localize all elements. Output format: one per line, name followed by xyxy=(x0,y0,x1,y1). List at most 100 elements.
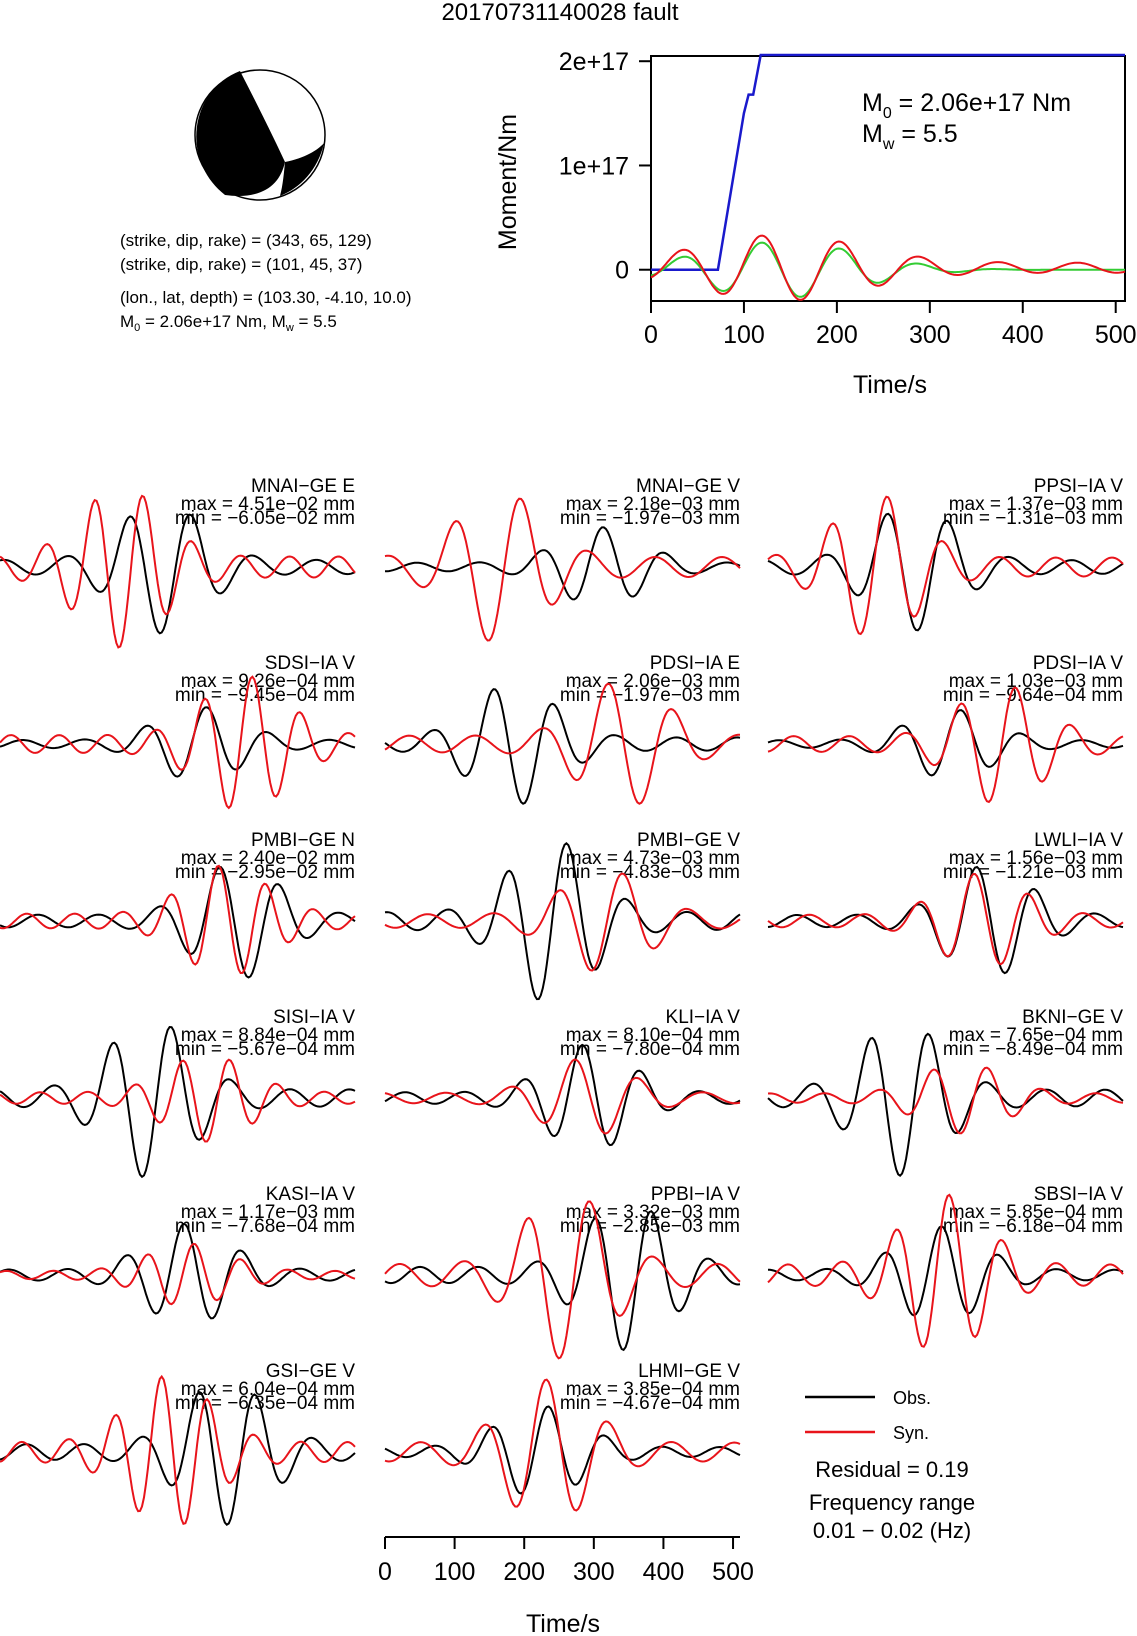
observed-trace xyxy=(384,1405,741,1495)
observed-trace xyxy=(0,1390,356,1527)
amplitude-max: max = 7.65e−04 mm xyxy=(949,1025,1123,1046)
moment-rate-fit-line xyxy=(650,241,1125,298)
amplitude-min: min = −1.31e−03 mm xyxy=(943,508,1123,529)
amplitude-min: min = −1.97e−03 mm xyxy=(560,685,740,706)
synthetic-trace xyxy=(384,1200,741,1360)
station-name: PDSI−IA E xyxy=(650,653,740,674)
amplitude-max: max = 2.18e−03 mm xyxy=(566,494,740,515)
amplitude-max: max = 8.10e−04 mm xyxy=(566,1025,740,1046)
amplitude-max: max = 1.03e−03 mm xyxy=(949,671,1123,692)
synthetic-trace xyxy=(767,1193,1124,1348)
station-name: KLI−IA V xyxy=(666,1007,741,1028)
observed-trace xyxy=(384,841,741,1001)
moment-m0-annotation: M0 = 2.06e+17 Nm xyxy=(862,89,1071,122)
amplitude-max: max = 3.85e−04 mm xyxy=(566,1379,740,1400)
moment-y-tick-label: 2e+17 xyxy=(559,48,629,76)
waveform-x-tick-label: 100 xyxy=(434,1558,476,1586)
legend-obs-label: Obs. xyxy=(893,1388,931,1408)
station-name: LHMI−GE V xyxy=(638,1361,740,1382)
station-name: BKNI−GE V xyxy=(1022,1007,1123,1028)
station-name: SBSI−IA V xyxy=(1034,1184,1124,1205)
station-name: PDSI−IA V xyxy=(1033,653,1124,674)
legend-syn-label: Syn. xyxy=(893,1423,929,1443)
synthetic-trace xyxy=(0,1374,356,1526)
amplitude-max: max = 2.06e−03 mm xyxy=(566,671,740,692)
waveform-x-label: Time/s xyxy=(526,1610,600,1636)
amplitude-max: max = 9.26e−04 mm xyxy=(181,671,355,692)
moment-function-line xyxy=(651,53,1125,271)
residual-text: Residual = 0.19 xyxy=(815,1457,969,1482)
synthetic-trace xyxy=(384,682,740,805)
station-name: GSI−GE V xyxy=(266,1361,356,1382)
moment-y-tick-label: 1e+17 xyxy=(559,152,629,180)
station-name: LWLI−IA V xyxy=(1034,830,1123,851)
synthetic-trace xyxy=(384,872,741,972)
synthetic-trace xyxy=(0,675,356,810)
waveform-x-tick-label: 300 xyxy=(573,1558,615,1586)
observed-trace xyxy=(0,1025,356,1179)
moment-x-axis: 0 100 200 300 400 500 xyxy=(644,301,1137,349)
moment-x-label: Time/s xyxy=(853,371,927,399)
amplitude-min: min = −8.49e−04 mm xyxy=(943,1039,1123,1060)
synthetic-trace xyxy=(0,1058,356,1143)
observed-trace xyxy=(385,526,741,601)
amplitude-min: min = −2.85e−03 mm xyxy=(560,1216,740,1237)
waveform-x-tick-label: 200 xyxy=(503,1558,545,1586)
figure-title: 20170731140028 fault xyxy=(441,0,678,26)
station-name: MNAI−GE E xyxy=(251,476,355,497)
location-line: (lon., lat, depth) = (103.30, -4.10, 10.… xyxy=(120,288,412,307)
waveform-time-axis: 0 100 200 300 400 500 xyxy=(378,1536,754,1586)
observed-trace xyxy=(384,688,741,805)
station-name: PPBI−IA V xyxy=(651,1184,741,1205)
observed-trace xyxy=(0,706,356,778)
amplitude-min: min = −6.05e−02 mm xyxy=(175,508,355,529)
station-name: PMBI−GE V xyxy=(637,830,740,851)
moment-x-tick-label: 100 xyxy=(723,321,765,349)
observed-trace xyxy=(384,1209,741,1352)
amplitude-max: max = 2.40e−02 mm xyxy=(181,848,355,869)
amplitude-min: min = −4.83e−03 mm xyxy=(560,862,740,883)
moment-x-tick-label: 400 xyxy=(1002,321,1044,349)
moment-y-tick-label: 0 xyxy=(615,257,629,285)
station-name: SDSI−IA V xyxy=(265,653,356,674)
magnitude-line: M0 = 2.06e+17 Nm, Mw = 5.5 xyxy=(120,312,337,334)
beachball-icon xyxy=(194,69,326,201)
frequency-range: 0.01 − 0.02 (Hz) xyxy=(813,1518,971,1543)
frequency-label: Frequency range xyxy=(809,1490,975,1515)
station-name: PPSI−IA V xyxy=(1034,476,1124,497)
amplitude-min: min = −1.21e−03 mm xyxy=(943,862,1123,883)
observed-trace xyxy=(767,1032,1124,1178)
nodal-plane-2: (strike, dip, rake) = (101, 45, 37) xyxy=(120,255,362,274)
observed-trace xyxy=(0,513,356,635)
synthetic-trace xyxy=(0,864,356,975)
moment-curves xyxy=(650,53,1126,301)
amplitude-min: min = −6.35e−04 mm xyxy=(175,1393,355,1414)
moment-x-tick-label: 200 xyxy=(816,321,858,349)
waveform-x-tick-label: 400 xyxy=(643,1558,685,1586)
amplitude-max: max = 4.73e−03 mm xyxy=(566,848,740,869)
station-name: PMBI−GE N xyxy=(251,830,355,851)
amplitude-min: min = −5.67e−04 mm xyxy=(175,1039,355,1060)
legend: Obs. Syn. Residual = 0.19 Frequency rang… xyxy=(805,1388,975,1543)
amplitude-min: min = −7.80e−04 mm xyxy=(560,1039,740,1060)
amplitude-min: min = −7.68e−04 mm xyxy=(175,1216,355,1237)
amplitude-max: max = 8.84e−04 mm xyxy=(181,1025,355,1046)
station-name: MNAI−GE V xyxy=(636,476,740,497)
amplitude-max: max = 1.17e−03 mm xyxy=(181,1202,355,1223)
moment-x-tick-label: 300 xyxy=(909,321,951,349)
amplitude-min: min = −9.45e−04 mm xyxy=(175,685,355,706)
